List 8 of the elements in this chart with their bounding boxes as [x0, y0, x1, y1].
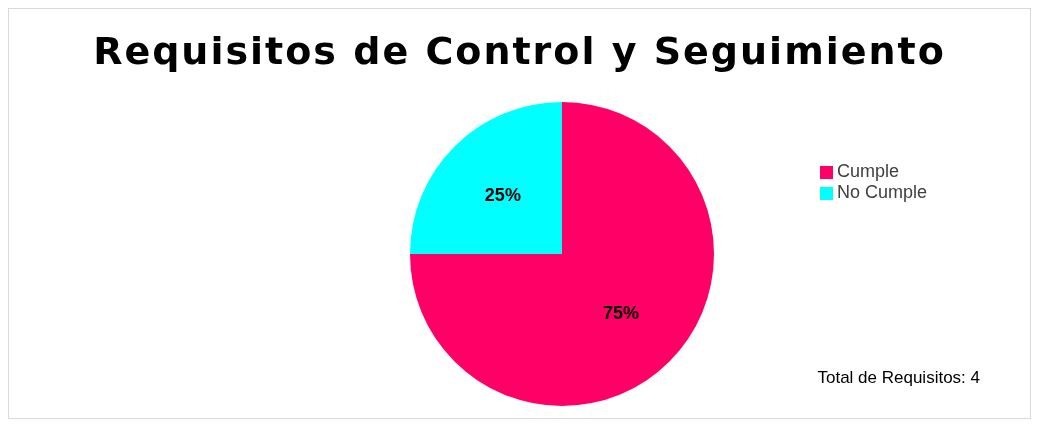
- text: Total de Requisitos: 4: [817, 368, 980, 388]
- legend-label: No Cumple: [837, 182, 928, 202]
- data-label: 75%: [603, 303, 640, 324]
- pie-slice: [410, 102, 562, 254]
- data-label: 25%: [484, 184, 521, 205]
- legend-label: Cumple: [837, 161, 900, 181]
- chart-title: Requisitos de Control y Seguimiento: [92, 29, 947, 73]
- pie-slice: [410, 102, 714, 406]
